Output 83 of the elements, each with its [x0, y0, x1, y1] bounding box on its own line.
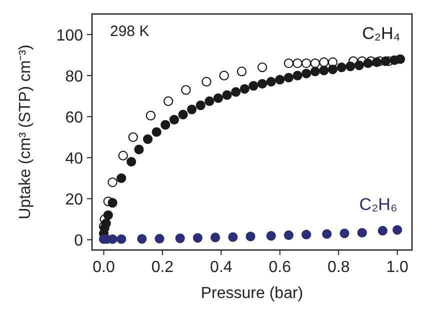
point: [154, 234, 164, 244]
point: [328, 64, 338, 74]
point: [319, 57, 329, 68]
annotation: 298 K: [110, 23, 150, 40]
point: [219, 70, 229, 80]
point: [175, 234, 185, 244]
point: [228, 232, 238, 242]
point: [192, 233, 202, 243]
point: [146, 110, 156, 120]
point: [363, 58, 373, 68]
point: [231, 87, 241, 97]
point: [137, 234, 147, 244]
y-tick-label: 60: [65, 110, 84, 127]
point: [284, 230, 294, 240]
point: [336, 62, 346, 72]
x-tick-label: 0.6: [268, 259, 292, 276]
point: [178, 110, 188, 120]
point: [202, 76, 212, 87]
x-tick-label: 0.8: [327, 259, 350, 276]
point: [187, 104, 197, 114]
point: [380, 56, 390, 66]
y-tick-label: 80: [65, 68, 84, 86]
point: [302, 58, 312, 68]
point: [357, 228, 367, 238]
point: [322, 229, 332, 239]
y-tick-label: 40: [65, 150, 84, 168]
point: [292, 70, 302, 80]
y-tick-label: 0: [74, 232, 84, 250]
point: [236, 66, 247, 76]
point: [310, 66, 320, 76]
point: [275, 74, 285, 84]
point: [257, 62, 268, 72]
point: [108, 177, 118, 188]
series-label: C₂H₄: [362, 24, 400, 44]
point: [378, 226, 388, 236]
point: [169, 114, 179, 124]
point: [257, 78, 268, 89]
y-axis-title: Uptake (cm³ (STP) cm⁻³): [17, 44, 34, 220]
point: [101, 218, 111, 228]
point: [196, 100, 206, 110]
point: [346, 62, 356, 72]
x-axis-title: Pressure (bar): [200, 285, 304, 302]
point: [392, 225, 402, 235]
point: [372, 57, 382, 68]
point: [213, 93, 224, 103]
point: [134, 144, 144, 154]
point: [222, 90, 232, 100]
point: [284, 58, 294, 68]
point: [302, 68, 312, 78]
point: [240, 84, 250, 94]
point: [181, 85, 191, 95]
point: [340, 228, 350, 238]
point: [160, 120, 170, 130]
point: [248, 81, 258, 91]
point: [103, 210, 113, 220]
point: [116, 234, 126, 244]
point: [246, 232, 256, 242]
x-tick-label: 0.2: [151, 259, 174, 276]
point: [266, 76, 276, 87]
point: [292, 58, 302, 68]
x-tick-label: 0.0: [92, 259, 115, 276]
point: [142, 134, 153, 144]
point: [128, 132, 138, 142]
point: [118, 150, 128, 160]
point: [126, 156, 136, 167]
point: [310, 58, 320, 68]
point: [395, 54, 406, 64]
point: [204, 96, 214, 106]
point: [284, 72, 294, 82]
point: [108, 198, 118, 208]
point: [116, 173, 126, 183]
point: [266, 231, 276, 241]
point: [152, 127, 162, 137]
point: [354, 60, 364, 70]
point: [302, 230, 312, 240]
y-tick-label: 100: [56, 28, 84, 45]
point: [210, 232, 220, 242]
series-label: C₂H₆: [359, 194, 398, 214]
x-tick-label: 1.0: [386, 259, 409, 276]
point: [164, 96, 174, 106]
point: [319, 66, 329, 76]
x-tick-label: 0.4: [210, 259, 232, 276]
y-tick-label: 20: [65, 192, 84, 209]
